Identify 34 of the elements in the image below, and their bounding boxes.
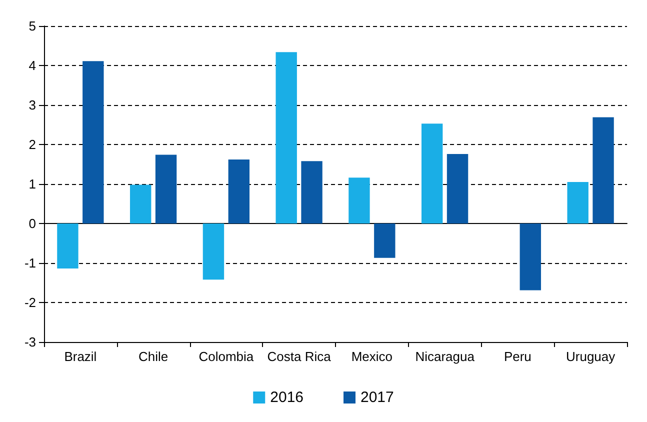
legend-label: 2016 xyxy=(270,389,304,406)
y-tick-label: 0 xyxy=(28,216,36,231)
bar xyxy=(520,224,542,290)
bar xyxy=(374,224,396,258)
x-tick-label: Nicaragua xyxy=(415,349,476,364)
y-tick-label: 2 xyxy=(28,137,36,152)
y-tick-label: -3 xyxy=(24,334,36,350)
y-tick-label: 4 xyxy=(28,58,36,73)
x-tick-label: Mexico xyxy=(351,349,393,364)
x-tick-label: Brazil xyxy=(64,349,97,364)
x-tick-label: Peru xyxy=(504,349,532,364)
bar xyxy=(301,161,322,224)
x-tick-label: Costa Rica xyxy=(267,349,332,364)
y-tick-label: 5 xyxy=(28,18,36,34)
y-tick-label: -1 xyxy=(24,256,36,270)
y-tick-label: 1 xyxy=(28,176,36,192)
bar xyxy=(567,182,588,224)
bar xyxy=(155,154,177,224)
bar xyxy=(57,224,78,269)
bar xyxy=(348,178,370,224)
y-tick-label: -2 xyxy=(24,295,36,310)
bar xyxy=(228,160,250,224)
x-tick-label: Uruguay xyxy=(566,349,616,364)
bar xyxy=(446,154,468,224)
y-tick-label: 3 xyxy=(28,98,36,112)
bar xyxy=(276,52,297,224)
bar xyxy=(130,184,152,224)
bar xyxy=(202,224,224,280)
legend-label: 2017 xyxy=(360,389,394,406)
bar xyxy=(592,117,614,224)
x-tick-label: Chile xyxy=(138,349,168,364)
x-tick-label: Colombia xyxy=(198,349,254,364)
bar xyxy=(421,124,443,224)
bar xyxy=(82,61,104,224)
